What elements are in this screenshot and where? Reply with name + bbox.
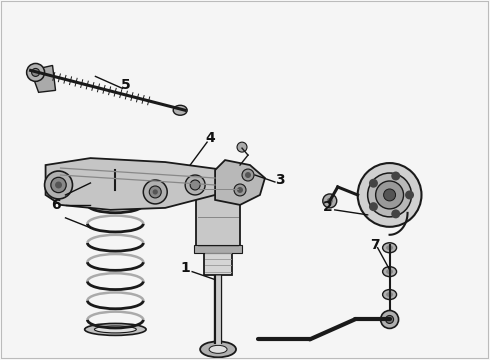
Circle shape (32, 68, 40, 76)
Circle shape (369, 179, 378, 188)
Text: 4: 4 (205, 131, 215, 145)
Circle shape (190, 180, 200, 190)
Ellipse shape (386, 269, 393, 274)
Ellipse shape (386, 245, 393, 250)
Circle shape (376, 181, 404, 209)
Polygon shape (196, 185, 241, 250)
Circle shape (152, 189, 158, 195)
Circle shape (185, 175, 205, 195)
Circle shape (51, 177, 66, 193)
Text: 2: 2 (323, 200, 333, 214)
Circle shape (45, 171, 73, 199)
Ellipse shape (200, 341, 236, 357)
Circle shape (368, 173, 412, 217)
Circle shape (386, 315, 393, 323)
Text: 6: 6 (51, 198, 60, 212)
Ellipse shape (383, 267, 396, 276)
Ellipse shape (386, 292, 393, 297)
Text: 5: 5 (121, 78, 130, 93)
Circle shape (237, 187, 243, 193)
Ellipse shape (383, 243, 396, 253)
Ellipse shape (383, 289, 396, 300)
Circle shape (405, 190, 414, 199)
Circle shape (369, 202, 378, 211)
Circle shape (143, 180, 167, 204)
Circle shape (26, 63, 45, 81)
Circle shape (381, 310, 398, 328)
Circle shape (242, 169, 254, 181)
Text: 1: 1 (180, 261, 190, 275)
Bar (194, 245, 243, 253)
Circle shape (391, 210, 400, 219)
Circle shape (323, 194, 337, 208)
Polygon shape (215, 160, 265, 205)
Text: 3: 3 (275, 173, 285, 187)
Ellipse shape (93, 191, 138, 199)
Polygon shape (46, 158, 230, 210)
Polygon shape (204, 250, 232, 275)
Circle shape (391, 171, 400, 180)
Circle shape (327, 198, 333, 204)
Ellipse shape (173, 105, 187, 115)
Polygon shape (30, 66, 55, 92)
Circle shape (149, 186, 161, 198)
Circle shape (358, 163, 421, 227)
Circle shape (237, 142, 247, 152)
Circle shape (55, 181, 62, 189)
Ellipse shape (209, 345, 227, 353)
Ellipse shape (85, 323, 146, 336)
Circle shape (234, 184, 246, 196)
Ellipse shape (82, 188, 149, 202)
Circle shape (384, 189, 395, 201)
Text: 7: 7 (370, 238, 379, 252)
Circle shape (245, 172, 251, 178)
Ellipse shape (95, 326, 136, 333)
